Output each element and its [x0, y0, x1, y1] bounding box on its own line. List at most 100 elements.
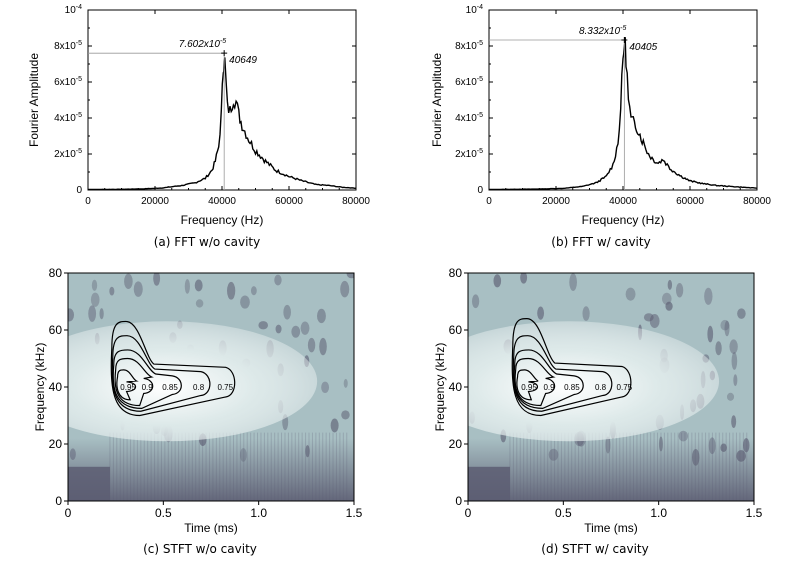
contour-label: 0.9 — [543, 383, 555, 392]
peak-amplitude-mantissa: 7.602x10 — [179, 39, 221, 50]
x-tick-label: 1.0 — [650, 506, 667, 520]
y-tick-label: 4x10-5 — [54, 112, 82, 124]
y-tick-label: 60 — [49, 323, 63, 337]
y-tick-label-mantissa: 0 — [477, 185, 483, 196]
noise-speckle — [737, 308, 746, 319]
panel-fft-without-cavity: 0 20000 40000 60000 8000002x10-54x10-56x10-5… — [27, 4, 370, 249]
noise-speckle — [184, 279, 190, 294]
peak-amplitude-mantissa: 8.332x10 — [579, 26, 621, 37]
noise-speckle — [729, 339, 738, 354]
contour-line — [114, 357, 154, 407]
low-frequency-band — [68, 438, 354, 501]
noise-speckle — [665, 301, 673, 311]
y-tick-label: 60 — [449, 323, 463, 337]
noise-speckle — [124, 273, 133, 289]
noise-speckle — [691, 448, 700, 466]
y-tick-label-mantissa: 4x10 — [455, 113, 477, 124]
x-tick-label: 1.5 — [346, 506, 363, 520]
y-tick-label: 40 — [449, 380, 463, 394]
noise-speckle — [305, 445, 310, 458]
x-tick-label: 0.5 — [555, 506, 572, 520]
y-tick-label-mantissa: 10 — [65, 5, 77, 16]
noise-speckle — [330, 418, 339, 433]
noise-speckle — [153, 273, 161, 286]
noise-speckle — [321, 381, 330, 394]
x-tick-label: 1.5 — [746, 506, 763, 520]
x-tick-label: 1.0 — [250, 506, 267, 520]
noise-speckle — [731, 415, 737, 429]
contour-line — [512, 335, 613, 412]
y-tick-label-mantissa: 2x10 — [54, 149, 76, 160]
noise-speckle — [548, 448, 559, 461]
noise-speckle — [733, 374, 738, 387]
peak-amplitude-exponent: -5 — [620, 25, 626, 32]
noise-speckle — [582, 306, 590, 321]
contour-label: 0.75 — [617, 383, 633, 392]
noise-speckle — [661, 292, 672, 305]
noise-speckle — [340, 280, 350, 298]
noise-speckle — [99, 308, 104, 320]
noise-speckle — [69, 448, 76, 460]
contour-label: 0.75 — [218, 383, 234, 392]
low-frequency-band — [468, 438, 754, 501]
x-tick-label: 20000 — [141, 196, 169, 207]
noise-speckle — [742, 438, 750, 453]
peak-marker — [621, 37, 628, 44]
noise-speckle — [731, 352, 738, 370]
noise-speckle — [307, 337, 316, 353]
x-axis-label: Frequency (Hz) — [181, 213, 264, 227]
noise-speckle — [667, 279, 673, 290]
y-tick-label-exponent: -5 — [477, 40, 483, 47]
y-tick-label: 20 — [449, 437, 463, 451]
panel-caption: (d) STFT w/ cavity — [541, 542, 648, 556]
noise-speckle — [720, 319, 730, 331]
x-tick-label: 80000 — [342, 196, 370, 207]
noise-speckle — [250, 286, 257, 296]
noise-speckle — [569, 273, 577, 291]
noise-speckle — [625, 287, 636, 301]
y-tick-label: 0 — [76, 185, 82, 196]
contour-label: 0.8 — [595, 383, 607, 392]
noise-speckle — [319, 337, 327, 356]
noise-speckle — [704, 287, 713, 305]
contour-label: 0.95 — [521, 383, 537, 392]
panel-stft-with-cavity: 0.95 0.9 0.85 0.8 0.75 0 0.5 1.0 1.5 0 20 40 60 80 Tim… — [433, 266, 763, 556]
y-tick-label: 10-4 — [466, 4, 483, 16]
x-tick-label: 0.5 — [155, 506, 172, 520]
noise-speckle — [675, 283, 684, 298]
panel-stft-without-cavity: 0.95 0.9 0.85 0.8 0.75 0 0.5 1.0 1.5 0 20 40 60 80 Tim… — [33, 266, 363, 556]
y-tick-label: 8x10-5 — [54, 40, 82, 52]
noise-speckle — [736, 450, 746, 462]
y-tick-label: 40 — [49, 380, 63, 394]
noise-speckle — [275, 324, 282, 334]
energy-region — [468, 321, 720, 442]
noise-speckle — [471, 294, 480, 309]
noise-speckle — [724, 320, 730, 337]
noise-speckle — [726, 392, 735, 401]
x-tick-label: 40000 — [609, 196, 637, 207]
noise-speckle — [658, 436, 663, 452]
noise-speckle — [91, 279, 98, 291]
contour-label: 0.9 — [142, 383, 154, 392]
x-axis-label: Time (ms) — [184, 521, 238, 535]
early-time-strip — [68, 466, 110, 501]
noise-speckle — [678, 430, 689, 442]
noise-speckle — [707, 325, 714, 343]
noise-speckle — [195, 299, 204, 308]
y-tick-label-exponent: -5 — [477, 76, 483, 83]
y-axis-label: Fourier Amplitude — [430, 53, 444, 147]
noise-speckle — [109, 286, 115, 296]
y-tick-label: 2x10-5 — [455, 148, 483, 160]
noise-speckle — [537, 306, 545, 320]
y-tick-label: 4x10-5 — [455, 112, 483, 124]
noise-speckle — [258, 321, 268, 330]
y-tick-label-mantissa: 4x10 — [54, 113, 76, 124]
y-tick-label: 0 — [477, 185, 483, 196]
peak-frequency-label: 40649 — [229, 55, 257, 66]
x-tick-label: 0 — [65, 506, 72, 520]
spectrogram-image — [68, 273, 354, 501]
contour-line — [112, 349, 182, 409]
panel-caption: (a) FFT w/o cavity — [154, 235, 260, 249]
noise-speckle — [341, 410, 350, 420]
y-tick-label: 6x10-5 — [455, 76, 483, 88]
